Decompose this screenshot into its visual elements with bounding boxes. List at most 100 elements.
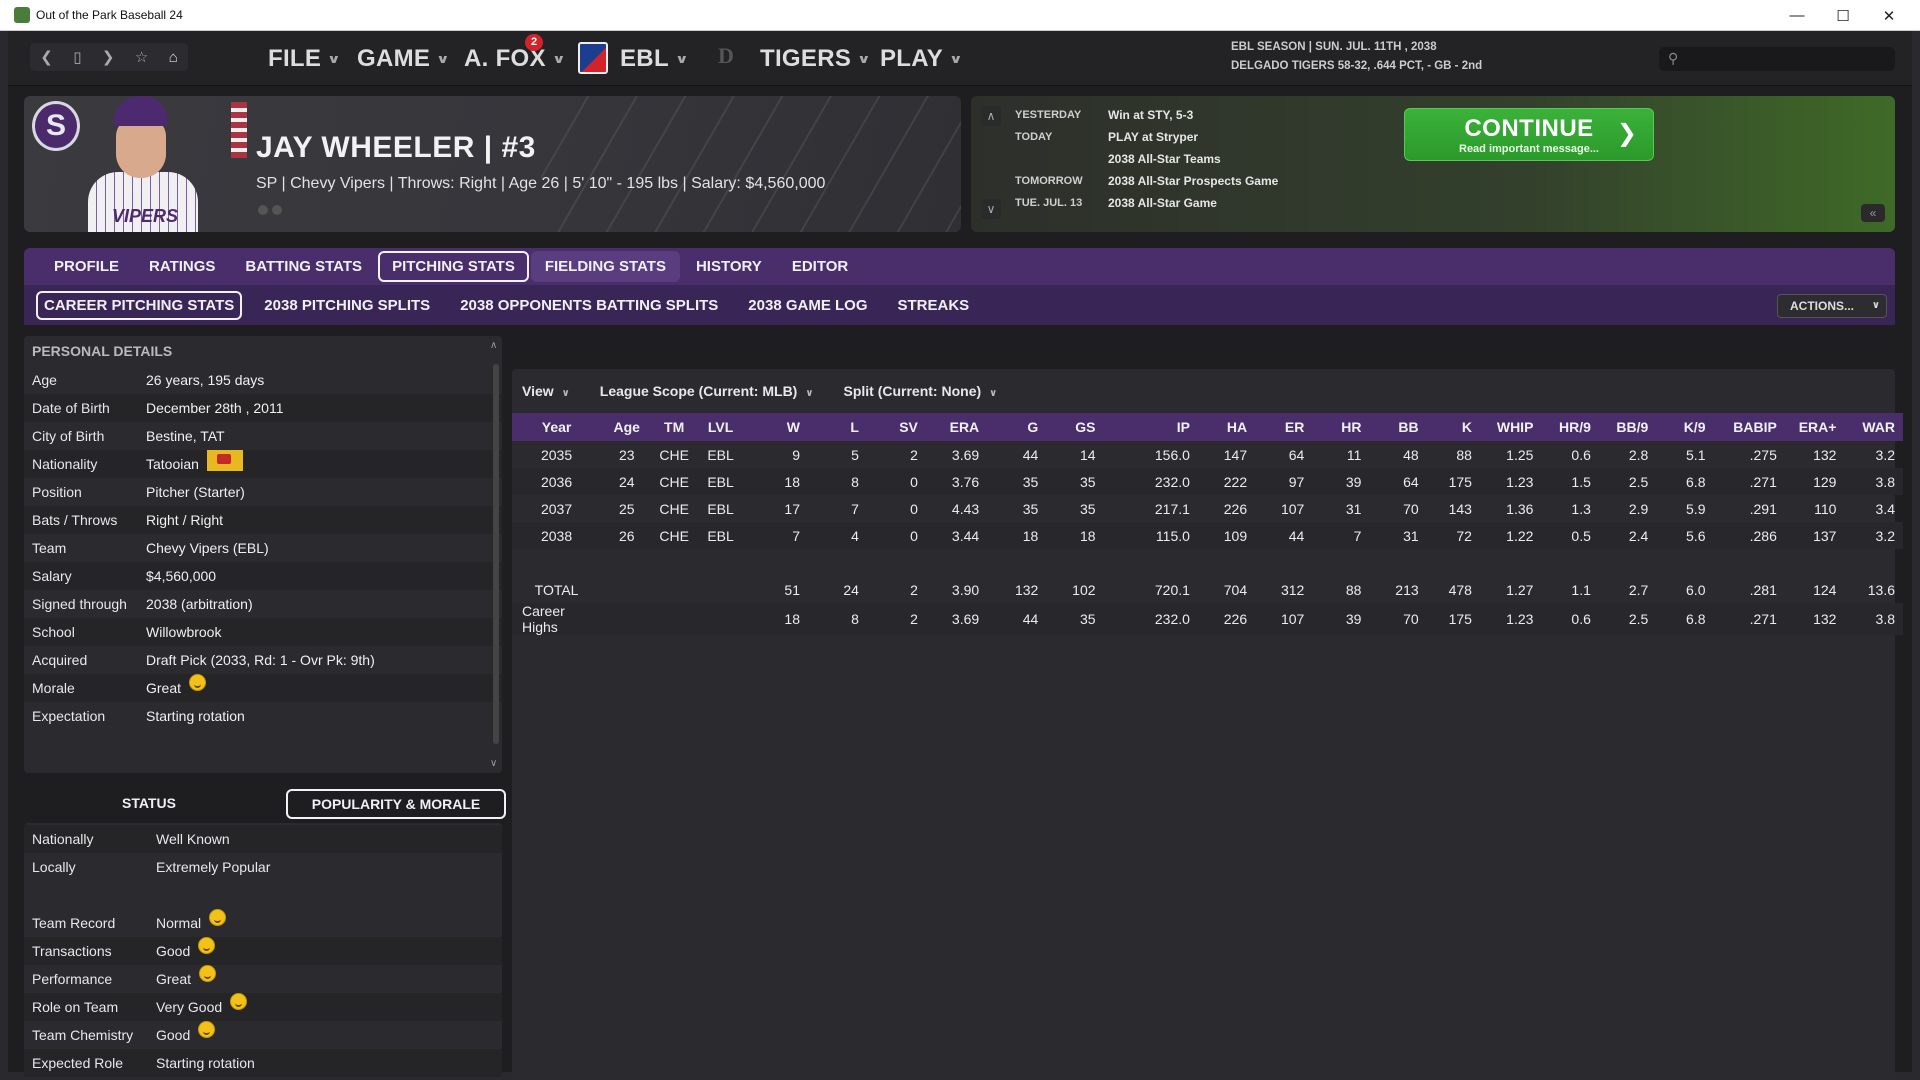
column-header-k-9[interactable]: K/9	[1656, 413, 1714, 441]
maximize-button[interactable]: ☐	[1836, 7, 1850, 25]
column-header-er[interactable]: ER	[1255, 413, 1313, 441]
table-cell: 107	[1255, 603, 1313, 635]
tab-pitching-stats[interactable]: PITCHING STATS	[378, 251, 529, 282]
tab-status[interactable]: STATUS	[122, 795, 176, 811]
column-header-gs[interactable]: GS	[1046, 413, 1104, 441]
minimize-button[interactable]: —	[1789, 7, 1805, 24]
actions-button[interactable]: ACTIONS... ∨	[1777, 294, 1887, 318]
status-panel: Nationally Well Known Locally Extremely Po…	[24, 823, 502, 1080]
chevron-up-icon[interactable]: ∧	[981, 106, 1001, 126]
chevron-up-icon[interactable]: ∧	[490, 340, 498, 351]
page-icon[interactable]: ▯	[73, 49, 82, 66]
table-cell: EBL	[695, 468, 746, 495]
tab-history[interactable]: HISTORY	[695, 258, 762, 275]
column-header-lvl[interactable]: LVL	[695, 413, 746, 441]
forward-icon[interactable]: ❯	[101, 49, 115, 66]
table-cell: 44	[1255, 522, 1313, 549]
column-header-hr[interactable]: HR	[1312, 413, 1370, 441]
subtab-career-pitching[interactable]: CAREER PITCHING STATS	[36, 290, 243, 320]
chevron-down-icon: ∨	[436, 52, 451, 66]
star-icon[interactable]: ☆	[134, 49, 149, 66]
table-cell: 1.3	[1571, 500, 1591, 517]
table-cell: 132	[1014, 581, 1039, 598]
menu-game[interactable]: GAME ∨	[357, 45, 451, 72]
chevron-right-icon: ❯	[1616, 120, 1637, 147]
menu-play[interactable]: PLAY ∨	[880, 45, 964, 72]
column-header-bb[interactable]: BB	[1369, 413, 1427, 441]
table-cell: 2.9	[1628, 500, 1649, 517]
menu-file[interactable]: FILE ∨	[268, 45, 342, 72]
collapse-icon[interactable]: «	[1861, 204, 1885, 222]
table-cell: 88	[1456, 446, 1472, 463]
tab-batting-stats[interactable]: BATTING STATS	[245, 258, 363, 275]
table-cell: 2038	[512, 522, 602, 549]
table-row[interactable]: 2037 25 CHE EBL 17 7 0 4.43 35 35 217.1 226 107 31 70 1…	[512, 495, 1903, 522]
table-cell: 0	[910, 500, 918, 517]
stats-filters: View ∨ League Scope (Current: MLB) ∨ Split…	[512, 379, 1008, 405]
tab-popularity-morale[interactable]: POPULARITY & MORALE	[286, 789, 506, 819]
column-header-sv[interactable]: SV	[866, 413, 926, 441]
column-header-ip[interactable]: IP	[1103, 413, 1198, 441]
chevron-down-icon[interactable]: ∨	[490, 758, 498, 769]
detail-row: Age 26 years, 195 days	[32, 372, 265, 388]
column-header-war[interactable]: WAR	[1844, 413, 1903, 441]
table-cell: 70	[1403, 500, 1419, 517]
table-cell: 2036	[512, 468, 602, 495]
table-cell: 704	[1223, 581, 1248, 598]
column-header-babip[interactable]: BABIP	[1713, 413, 1785, 441]
card-pager[interactable]	[258, 205, 282, 215]
subtab-pitching-splits[interactable]: 2038 PITCHING SPLITS	[264, 296, 431, 314]
close-button[interactable]: ✕	[1882, 7, 1896, 25]
tab-editor[interactable]: EDITOR	[791, 258, 849, 275]
table-cell: 14	[1079, 446, 1096, 463]
table-row[interactable]: Career Highs 18 8 2 3.69 44 35 232.0 226 107 39 70 1…	[512, 603, 1903, 635]
subtab-streaks[interactable]: STREAKS	[897, 296, 970, 314]
chevron-down-icon[interactable]: ∨	[981, 199, 1001, 219]
column-header-g[interactable]: G	[987, 413, 1047, 441]
column-header-whip[interactable]: WHIP	[1479, 413, 1542, 441]
continue-button[interactable]: CONTINUE Read important message... ❯	[1404, 108, 1654, 161]
table-cell: 232.0	[1103, 468, 1198, 495]
league-scope-dropdown[interactable]: League Scope (Current: MLB) ∨	[589, 379, 824, 403]
column-header-w[interactable]: W	[745, 413, 808, 441]
column-header-ha[interactable]: HA	[1197, 413, 1256, 441]
home-icon[interactable]: ⌂	[168, 48, 178, 66]
chevron-down-icon: ∨	[989, 388, 998, 399]
schedule-card: ∧ ∨ YESTERDAY Win at STY, 5-3 TODAY PLAY a…	[971, 96, 1895, 232]
tab-fielding-stats[interactable]: FIELDING STATS	[530, 251, 680, 282]
ebl-logo-icon	[578, 42, 608, 74]
search-input[interactable]: ⚲	[1659, 47, 1895, 71]
table-cell: 7	[1312, 522, 1370, 549]
column-header-year[interactable]: Year	[512, 413, 602, 441]
column-header-era-[interactable]: ERA+	[1784, 413, 1845, 441]
tab-ratings[interactable]: RATINGS	[149, 258, 216, 275]
column-header-tm[interactable]: TM	[652, 413, 696, 441]
menu-team[interactable]: TIGERS ∨	[760, 45, 872, 72]
table-row[interactable]: TOTAL 51 24 2 3.90 132 102 720.1 704 312 88 213 478 1…	[512, 576, 1903, 603]
table-cell: EBL	[695, 522, 746, 549]
tab-profile[interactable]: PROFILE	[54, 258, 120, 275]
status-spacer	[24, 881, 502, 909]
column-header-hr-9[interactable]: HR/9	[1541, 413, 1599, 441]
table-row[interactable]: 2035 23 CHE EBL 9 5 2 3.69 44 14 156.0 147 64 11 48 88 1…	[512, 441, 1903, 468]
column-header-age[interactable]: Age	[601, 413, 653, 441]
column-header-bb-9[interactable]: BB/9	[1598, 413, 1657, 441]
status-tabs: STATUS POPULARITY & MORALE	[24, 789, 506, 819]
view-dropdown[interactable]: View ∨	[512, 379, 580, 403]
table-row[interactable]: 2038 26 CHE EBL 7 4 0 3.44 18 18 115.0 109 44 7 31 72 1.…	[512, 522, 1903, 549]
menu-manager[interactable]: A. FOX ∨	[464, 45, 566, 72]
table-row[interactable]: 2036 24 CHE EBL 18 8 0 3.76 35 35 232.0 222 97 39 64 17…	[512, 468, 1903, 495]
detail-row: School Willowbrook	[24, 618, 502, 646]
column-header-era[interactable]: ERA	[925, 413, 988, 441]
back-icon[interactable]: ❮	[40, 49, 53, 66]
column-header-l[interactable]: L	[808, 413, 867, 441]
split-dropdown[interactable]: Split (Current: None) ∨	[833, 379, 1008, 403]
subtab-opponents-splits[interactable]: 2038 OPPONENTS BATTING SPLITS	[460, 296, 719, 314]
top-nav: ❮ ▯ ❯ ☆ ⌂ FILE ∨ GAME ∨ A. FOX ∨ 2 EBL ∨ D T…	[8, 31, 1912, 86]
player-portrait: VIPERS	[78, 96, 208, 232]
table-cell: 18	[987, 522, 1047, 549]
column-header-k[interactable]: K	[1426, 413, 1480, 441]
subtab-game-log[interactable]: 2038 GAME LOG	[748, 296, 868, 314]
details-scrollbar[interactable]: ∧ ∨	[490, 340, 500, 769]
menu-league[interactable]: EBL ∨	[620, 45, 689, 72]
